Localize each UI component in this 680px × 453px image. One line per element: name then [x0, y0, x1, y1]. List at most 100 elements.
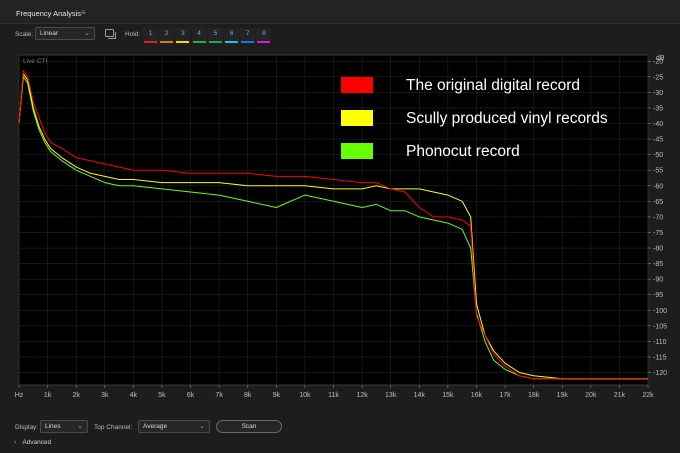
legend-label-2: Phonocut record: [406, 143, 520, 160]
legend-label-0: The original digital record: [406, 77, 580, 94]
y-tick-label: -115: [653, 354, 667, 361]
x-tick-label: 4k: [130, 392, 138, 399]
y-tick-label: -30: [653, 90, 663, 97]
x-tick-label: 11k: [328, 392, 339, 399]
scale-label: Scale:: [15, 31, 34, 38]
hold-button-label: 2: [164, 30, 169, 37]
snapshot-icon[interactable]: [105, 29, 116, 39]
hold-button-8[interactable]: 8: [256, 28, 272, 43]
hold-button-4[interactable]: 4: [191, 28, 207, 43]
hold-color-bar: [225, 41, 238, 43]
x-tick-label: 21k: [614, 392, 626, 399]
x-tick-label: 13k: [385, 392, 397, 399]
hold-button-label: 5: [213, 30, 218, 37]
x-tick-label: 7k: [215, 392, 223, 399]
hold-button-3[interactable]: 3: [175, 28, 191, 43]
top-channel-select-value: Average: [143, 423, 168, 430]
x-tick-label: 9k: [273, 392, 281, 399]
scale-select-value: Linear: [40, 30, 59, 37]
live-cti-label: Live CTI: [23, 58, 47, 65]
top-channel-select[interactable]: Average ⌄: [138, 420, 210, 433]
x-tick-label: 22k: [642, 392, 654, 399]
legend-swatch-1: [341, 110, 373, 126]
x-tick-label: 19k: [557, 392, 569, 399]
y-tick-label: -25: [653, 74, 663, 81]
x-tick-label: 17k: [499, 392, 511, 399]
hold-color-bar: [208, 41, 222, 43]
y-tick-label: -110: [653, 339, 667, 346]
x-tick-label: 5k: [158, 392, 166, 399]
hold-button-label: 1: [148, 30, 153, 37]
display-select[interactable]: Lines ⌄: [40, 420, 88, 433]
scale-select[interactable]: Linear ⌄: [35, 27, 95, 40]
x-tick-label: 20k: [585, 392, 597, 399]
x-tick-label: 2k: [72, 392, 80, 399]
advanced-toggle[interactable]: › Advanced: [14, 439, 51, 446]
series-line-0: [18, 70, 648, 380]
y-tick-label: -60: [653, 183, 663, 190]
hold-button-label: 3: [181, 30, 185, 37]
hold-color-bar: [241, 41, 255, 43]
hold-button-1[interactable]: 1: [143, 28, 158, 43]
x-tick-label: Hz: [15, 392, 24, 399]
x-tick-label: 1k: [44, 392, 52, 399]
hold-label: Hold:: [125, 31, 141, 38]
panel-menu-icon[interactable]: ≡: [81, 8, 86, 17]
hold-button-2[interactable]: 2: [159, 28, 175, 43]
x-tick-label: 16k: [471, 392, 483, 399]
hold-button-7[interactable]: 7: [240, 28, 256, 43]
y-tick-label: -70: [653, 214, 663, 221]
x-tick-label: 8k: [244, 392, 252, 399]
top-channel-label: Top Channel:: [94, 424, 133, 431]
x-tick-label: 12k: [356, 392, 368, 399]
chevron-right-icon: ›: [14, 439, 17, 446]
x-tick-label: 10k: [299, 392, 311, 399]
chevron-down-icon: ⌄: [199, 423, 205, 430]
display-label: Display:: [15, 424, 39, 431]
hold-color-bar: [176, 41, 190, 43]
toolbar: [0, 25, 680, 51]
hold-button-label: 8: [262, 30, 266, 37]
hold-color-bar: [160, 41, 174, 43]
hold-color-bar: [257, 41, 271, 43]
frequency-plot: Hz 1k 2k 3k 4k 5k 6k 7k 8k 9k 10k 11k 12k 13k 14k 15k 16…: [0, 52, 680, 408]
y-tick-label: -65: [653, 199, 663, 206]
y-tick-label: -100: [653, 308, 667, 315]
y-tick-label: -105: [653, 323, 667, 330]
y-tick-label: -35: [653, 105, 663, 112]
x-tick-label: 3k: [101, 392, 109, 399]
x-tick-label: 18k: [528, 392, 540, 399]
legend-swatch-0: [341, 77, 373, 93]
display-select-value: Lines: [45, 423, 61, 430]
hold-button-5[interactable]: 5: [207, 28, 223, 43]
scan-button[interactable]: Scan: [216, 420, 282, 433]
chevron-down-icon: ⌄: [77, 423, 83, 430]
y-tick-label: -45: [653, 137, 663, 144]
y-tick-label: -20: [653, 59, 663, 66]
y-tick-label: -75: [653, 230, 663, 237]
y-tick-label: -90: [653, 277, 663, 284]
y-tick-label: -85: [653, 261, 663, 268]
panel-titlebar: Frequency Analysis ≡: [0, 0, 680, 24]
hold-button-label: 6: [229, 30, 234, 37]
advanced-label: Advanced: [22, 439, 52, 446]
x-tick-label: 6k: [187, 392, 195, 399]
hold-button-6[interactable]: 6: [224, 28, 239, 43]
y-tick-label: -80: [653, 246, 663, 253]
y-tick-label: -95: [653, 292, 663, 299]
legend-swatch-2: [341, 143, 373, 159]
frequency-plot-svg: Hz 1k 2k 3k 4k 5k 6k 7k 8k 9k 10k 11k 12k 13k 14k 15k 16…: [15, 54, 667, 399]
series-line-2: [18, 76, 648, 380]
chevron-down-icon: ⌄: [84, 30, 90, 37]
x-tick-label: 15k: [442, 392, 454, 399]
panel-title: Frequency Analysis: [16, 9, 82, 18]
y-tick-label: -50: [653, 152, 663, 159]
legend-label-1: Scully produced vinyl records: [406, 110, 608, 127]
x-tick-label: 14k: [414, 392, 426, 399]
hold-button-label: 7: [245, 30, 250, 37]
series-line-1: [18, 73, 648, 380]
y-unit-label: dB: [656, 55, 665, 62]
y-tick-label: -55: [653, 168, 663, 175]
hold-color-bar: [192, 41, 206, 43]
y-tick-label: -40: [653, 121, 663, 128]
